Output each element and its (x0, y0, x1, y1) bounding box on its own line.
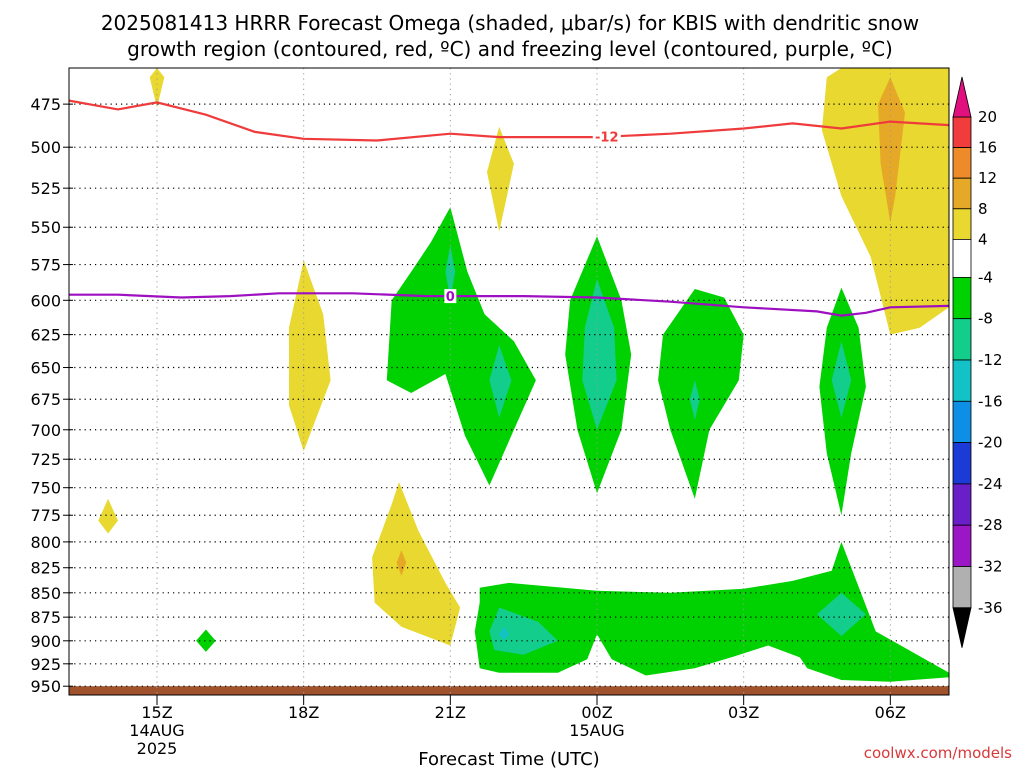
omega-region-4 (487, 126, 514, 232)
y-tick-label: 900 (30, 632, 61, 651)
plot-frame (68, 67, 950, 696)
colorbar-segment (952, 359, 972, 402)
x-axis-label: Forecast Time (UTC) (418, 749, 599, 768)
y-tick-label: 850 (30, 584, 61, 603)
colorbar-label: -8 (978, 310, 993, 328)
pressure-axis: 475 500 525 550 575 600 625 650 675 700 725 750 775 8… (30, 95, 73, 696)
colorbar-label: 4 (978, 230, 988, 248)
omega-region-6 (821, 68, 949, 335)
x-tick-label: 15AUG (569, 721, 624, 740)
y-tick-label: 700 (30, 421, 61, 440)
colorbar-segment (952, 318, 972, 361)
colorbar-label: -20 (978, 434, 1003, 452)
credit-text: coolwx.com/models (864, 744, 1012, 762)
colorbar-segment (952, 177, 972, 210)
colorbar-segment (952, 208, 972, 240)
freezing-level-line-label: 0 (446, 290, 455, 305)
colorbar-segment (952, 400, 972, 443)
omega-region-19 (831, 341, 852, 418)
x-tick-label: 21Z (435, 703, 466, 722)
colorbar-segment (952, 147, 972, 179)
colorbar-label: 20 (978, 108, 997, 126)
y-tick-label: 725 (30, 450, 61, 469)
dgz-minus12-line-label-bg (592, 129, 621, 144)
colorbar-segment (952, 524, 972, 567)
y-tick-label: 500 (30, 138, 61, 157)
colorbar-label: -16 (978, 392, 1003, 410)
dgz-minus12-line (69, 99, 949, 142)
omega-region-21 (817, 592, 866, 637)
freezing-level-line (69, 292, 949, 317)
colorbar-segment (952, 276, 972, 320)
colorbar-label: -4 (978, 268, 993, 286)
x-tick-label: 15Z (141, 703, 172, 722)
freezing-level-line-label-bg (444, 289, 457, 304)
omega-region-9 (386, 207, 536, 486)
omega-region-7 (396, 550, 407, 576)
y-tick-label: 550 (30, 218, 61, 237)
colorbar-label: 16 (978, 139, 997, 157)
omega-region-11 (658, 289, 744, 499)
omega-region-20 (489, 607, 558, 655)
colorbar-label: -36 (978, 599, 1003, 617)
omega-region-5 (372, 482, 461, 646)
colorbar-segment (952, 483, 972, 526)
x-tick-label: 18Z (288, 703, 319, 722)
colorbar-segment (952, 442, 972, 485)
y-tick-label: 875 (30, 608, 61, 627)
y-tick-label: 475 (30, 95, 61, 114)
colorbar-segment (952, 116, 972, 149)
colorbar-segment (952, 566, 972, 609)
colorbar-label: -24 (978, 475, 1003, 493)
x-tick-label: 06Z (875, 703, 906, 722)
y-tick-label: 625 (30, 326, 61, 345)
chart-title-line-1: 2025081413 HRRR Forecast Omega (shaded, … (101, 11, 919, 35)
y-tick-label: 925 (30, 655, 61, 674)
colorbar-top-arrow (952, 76, 972, 118)
omega-region-17 (582, 279, 617, 430)
colorbar-segment (952, 238, 972, 278)
x-tick-label: 2025 (137, 739, 178, 758)
omega-region-18 (689, 380, 700, 421)
x-tick-label: 14AUG (129, 721, 184, 740)
y-tick-label: 575 (30, 256, 61, 275)
y-tick-label: 525 (30, 179, 61, 198)
omega-region-8 (878, 77, 905, 223)
x-tick-label: 00Z (581, 703, 612, 722)
omega-region-13 (474, 541, 949, 682)
y-tick-label: 600 (30, 291, 61, 310)
y-tick-label: 650 (30, 359, 61, 378)
omega-shading-layer (69, 68, 949, 695)
y-tick-label: 775 (30, 506, 61, 525)
omega-region-1 (149, 68, 165, 108)
colorbar-label: 12 (978, 169, 997, 187)
omega-region-15 (445, 245, 456, 301)
colorbar-label: 8 (978, 200, 988, 218)
colorbar-label: -32 (978, 558, 1003, 576)
x-tick-label: 03Z (728, 703, 759, 722)
y-tick-label: 800 (30, 533, 61, 552)
dgz-minus12-line-label: -12 (595, 131, 619, 146)
omega-region-16 (489, 345, 512, 418)
omega-region-22 (499, 626, 509, 640)
chart-title-line-2: growth region (contoured, red, ºC) and f… (127, 37, 893, 61)
y-tick-label: 750 (30, 479, 61, 498)
omega-region-14 (196, 629, 216, 652)
omega-region-2 (98, 498, 118, 534)
y-tick-label: 950 (30, 677, 61, 696)
surface-band (69, 686, 949, 695)
contour-lines-layer: -12 0 (69, 99, 949, 317)
y-tick-label: 825 (30, 559, 61, 578)
colorbar-label: -12 (978, 351, 1003, 369)
colorbar-bottom-arrow (952, 607, 972, 648)
colorbar: 20 16 12 8 4 -4 -8 -12 -16 -20 -24 -28 -32 -36 (952, 76, 1003, 648)
gridlines (69, 68, 949, 695)
omega-region-3 (289, 260, 331, 452)
colorbar-label: -28 (978, 516, 1003, 534)
y-tick-label: 675 (30, 390, 61, 409)
